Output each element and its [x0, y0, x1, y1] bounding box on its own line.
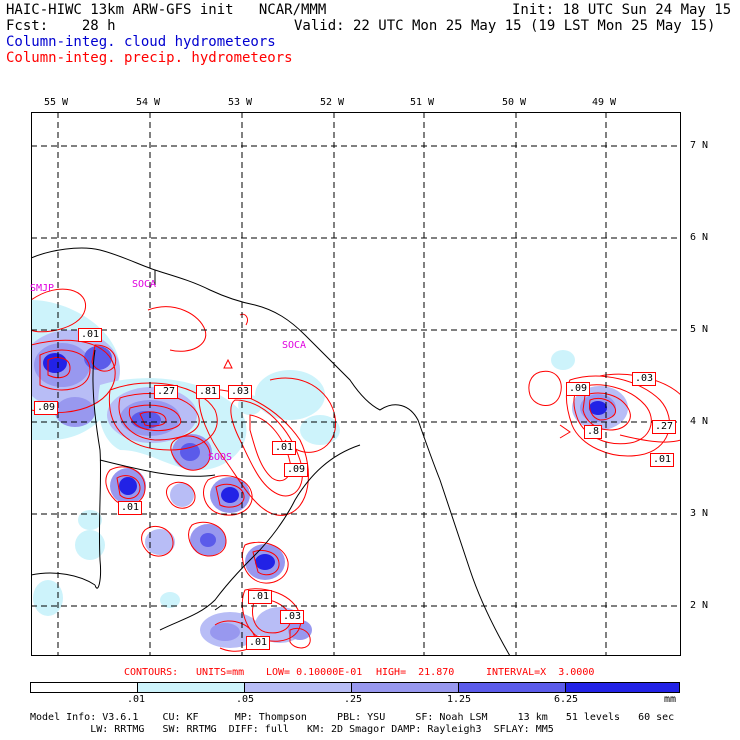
lat-label: 5 N [690, 324, 709, 335]
contours-interval: INTERVAL=X 3.0000 [486, 667, 595, 678]
station-label: SOCA [282, 340, 307, 351]
lon-label: 54 W [136, 97, 161, 108]
init-time: Init: 18 UTC Sun 24 May 15 [512, 2, 732, 18]
contour-label: .01 [248, 590, 273, 604]
lon-label: 52 W [320, 97, 345, 108]
contour-label: .81 [196, 385, 221, 399]
forecast-hour: Fcst: 28 h [6, 18, 116, 34]
lon-label: 49 W [592, 97, 617, 108]
lon-label: 55 W [44, 97, 69, 108]
colorbar-bin [351, 682, 459, 693]
contour-label: .03 [632, 372, 657, 386]
contour-label: .8 [584, 425, 603, 439]
colorbar-tick: 1.25 [447, 694, 472, 705]
contour-label: .01 [118, 501, 143, 515]
colorbar-bin [30, 682, 138, 693]
station-label: SOOS [208, 452, 233, 463]
colorbar-bin [565, 682, 680, 693]
colorbar-bin [244, 682, 352, 693]
lon-label: 51 W [410, 97, 435, 108]
lat-label: 4 N [690, 416, 709, 427]
field-cloud-label: Column-integ. cloud hydrometeors [6, 34, 276, 50]
contour-label: .09 [284, 463, 309, 477]
contour-label: .01 [246, 636, 271, 650]
lat-label: 6 N [690, 232, 709, 243]
contour-label: .01 [272, 441, 297, 455]
contour-label: .03 [280, 610, 305, 624]
colorbar-units: mm [664, 694, 677, 705]
contour-label: .09 [566, 382, 591, 396]
colorbar-tick: .25 [344, 694, 363, 705]
station-label: SMJP [30, 283, 55, 294]
contour-label: .27 [652, 420, 677, 434]
contours-units: UNITS=mm [196, 667, 245, 678]
latlon-grid [31, 112, 681, 656]
lat-label: 3 N [690, 508, 709, 519]
colorbar-tick: 6.25 [554, 694, 579, 705]
model-info-line1: Model Info: V3.6.1 CU: KF MP: Thompson P… [30, 712, 675, 723]
model-info-line2: LW: RRTMG SW: RRTMG DIFF: full KM: 2D Sm… [30, 724, 554, 735]
field-precip-label: Column-integ. precip. hydrometeors [6, 50, 293, 66]
lat-label: 7 N [690, 140, 709, 151]
plot-title: HAIC-HIWC 13km ARW-GFS init NCAR/MMM [6, 2, 327, 18]
lat-label: 2 N [690, 600, 709, 611]
contours-prefix: CONTOURS: [124, 667, 179, 678]
contour-label: .27 [154, 385, 179, 399]
colorbar-bin [458, 682, 566, 693]
colorbar-tick: .05 [236, 694, 255, 705]
valid-time: Valid: 22 UTC Mon 25 May 15 (19 LST Mon … [294, 18, 716, 34]
contour-label: .01 [78, 328, 103, 342]
cloud-shading [31, 300, 628, 648]
colorbar-tick: .01 [127, 694, 146, 705]
station-label: SOCA [132, 279, 157, 290]
lon-label: 50 W [502, 97, 527, 108]
contour-label: .09 [34, 401, 59, 415]
lon-label: 53 W [228, 97, 253, 108]
contour-label: .03 [228, 385, 253, 399]
precip-contours [31, 288, 681, 652]
contours-high: HIGH= 21.870 [376, 667, 455, 678]
contours-low: LOW= 0.10000E-01 [266, 667, 363, 678]
map-frame [31, 112, 681, 656]
colorbar-bin [137, 682, 245, 693]
contour-label: .01 [650, 453, 675, 467]
